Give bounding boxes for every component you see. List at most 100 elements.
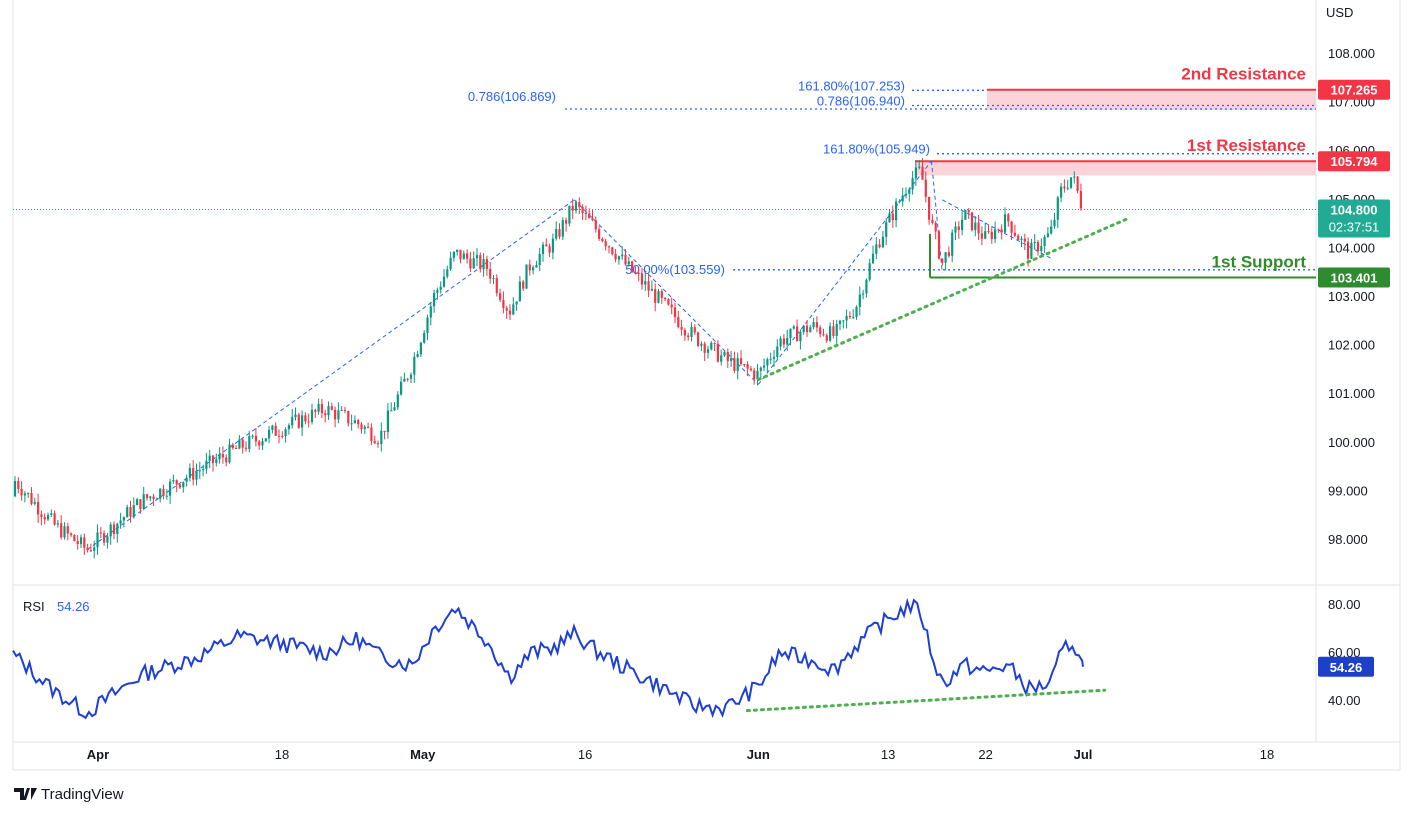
candle-body xyxy=(673,307,677,318)
candle-body xyxy=(1017,235,1020,240)
candle-body xyxy=(984,231,987,239)
candle-body xyxy=(898,201,901,203)
candle-body xyxy=(551,238,554,253)
candle-body xyxy=(60,523,63,538)
pattern-line xyxy=(86,199,575,551)
candle-body xyxy=(871,253,875,264)
candle-body xyxy=(947,252,950,256)
candle-body xyxy=(809,327,812,333)
candle-body xyxy=(136,499,139,506)
countdown-value: 02:37:51 xyxy=(1329,220,1380,235)
level-badge xyxy=(1318,151,1390,172)
rsi-badge: 54.26 xyxy=(1318,656,1374,677)
candle-body xyxy=(1066,187,1069,189)
rsi-path xyxy=(12,597,1084,720)
level-badge-value: 105.794 xyxy=(1331,154,1379,169)
candle-body xyxy=(716,343,719,362)
candle-body xyxy=(334,409,337,420)
candle-body xyxy=(492,278,495,280)
candle-body xyxy=(749,368,752,371)
candle-body xyxy=(508,310,512,315)
candle-body xyxy=(690,327,693,337)
candle-body xyxy=(974,222,977,231)
candle-body xyxy=(433,292,436,307)
last-price: 104.800 02:37:51 xyxy=(13,199,1390,238)
price-axis: 98.000 99.000 100.000 101.000 102.000 103.000… xyxy=(1328,46,1375,547)
candle-body xyxy=(188,468,191,478)
candle-body xyxy=(650,288,653,291)
candle-body xyxy=(413,356,416,375)
rsi-current-label: 54.26 xyxy=(57,599,90,614)
candle-body xyxy=(202,469,205,471)
candle-body xyxy=(198,470,201,472)
candle-body xyxy=(248,435,251,449)
candle-body xyxy=(142,494,145,510)
candle-body xyxy=(829,326,832,341)
candle-body xyxy=(264,438,267,442)
candle-body xyxy=(320,403,323,414)
time-tick-label: Apr xyxy=(87,747,109,762)
candle-body xyxy=(980,233,983,239)
candle-body xyxy=(644,281,647,285)
candle-body xyxy=(472,258,475,269)
candle-body xyxy=(1079,191,1082,209)
candle-body xyxy=(40,514,43,517)
tradingview-logo[interactable]: TradingView xyxy=(14,786,124,803)
candle-body xyxy=(875,244,878,254)
candle-body xyxy=(449,257,452,270)
candle-body xyxy=(215,459,218,464)
candle-body xyxy=(485,259,488,269)
candle-body xyxy=(347,411,350,424)
candle-body xyxy=(116,523,119,535)
candle-body xyxy=(182,481,185,488)
candle-body xyxy=(13,481,17,497)
candle-body xyxy=(961,219,964,231)
candle-body xyxy=(611,247,614,255)
candle-body xyxy=(568,205,571,224)
fibonacci-levels: 0.786(106.869) 0.786(106.940)161.80%(107.… xyxy=(468,78,1316,277)
candle-body xyxy=(677,317,680,328)
candle-body xyxy=(1030,242,1033,259)
candle-body xyxy=(89,550,92,552)
candle-body xyxy=(848,315,851,318)
candle-body xyxy=(578,202,581,207)
candle-body xyxy=(908,189,911,194)
candle-body xyxy=(591,218,594,221)
candle-body xyxy=(178,484,182,488)
candle-body xyxy=(598,229,601,239)
candle-body xyxy=(149,496,152,499)
fib-label: 161.80%(107.253) xyxy=(798,78,905,93)
level-labels: 2nd Resistance 107.265 1st Resistance 105.7… xyxy=(1181,65,1390,288)
candle-body xyxy=(400,381,403,395)
candle-body xyxy=(548,246,551,253)
candle-body xyxy=(1007,214,1010,222)
candle-body xyxy=(340,409,343,411)
candle-body xyxy=(885,222,888,237)
candle-body xyxy=(241,439,244,448)
candle-body xyxy=(350,423,353,425)
candle-body xyxy=(733,358,736,371)
candle-body xyxy=(1036,241,1040,252)
level-badge-value: 107.265 xyxy=(1331,83,1378,98)
currency-label: USD xyxy=(1326,5,1353,20)
candle-body xyxy=(868,263,871,280)
candle-body xyxy=(169,481,172,496)
candle-body xyxy=(538,254,541,266)
candle-body xyxy=(235,447,238,449)
candle-body xyxy=(964,210,967,220)
candle-body xyxy=(46,514,50,520)
candle-body xyxy=(63,526,66,538)
candle-body xyxy=(221,454,224,458)
candle-body xyxy=(631,261,634,273)
resistance-1-zone xyxy=(915,161,1316,176)
candle-body xyxy=(1069,177,1073,188)
candle-body xyxy=(647,281,650,291)
time-tick-label: 22 xyxy=(978,747,992,762)
candle-body xyxy=(805,325,809,333)
candle-body xyxy=(429,306,432,318)
candle-body xyxy=(601,238,604,242)
pattern-line xyxy=(757,160,932,385)
candle-body xyxy=(66,526,69,534)
candle-body xyxy=(941,258,944,263)
